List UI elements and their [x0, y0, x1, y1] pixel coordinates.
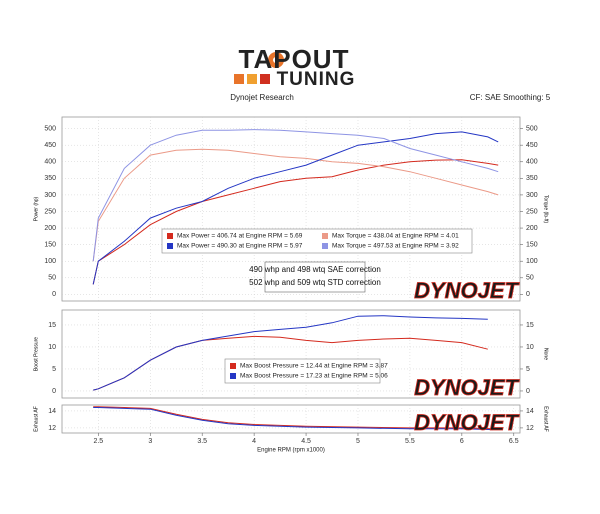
- y-tick-label: 0: [52, 291, 56, 298]
- y-axis-label: Boost Pressure: [33, 337, 39, 371]
- y2-tick-label: 450: [526, 142, 538, 149]
- annotation: 490 whp and 498 wtq SAE correction: [249, 265, 381, 274]
- legend-swatch: [230, 373, 236, 379]
- y-tick-label: 150: [44, 241, 56, 248]
- y-tick-label: 350: [44, 175, 56, 182]
- y2-axis-label: Torque (lb-ft): [543, 195, 549, 224]
- legend-swatch: [230, 363, 236, 369]
- series-line: [93, 406, 494, 430]
- y2-tick-label: 10: [526, 344, 534, 351]
- y2-tick-label: 150: [526, 241, 538, 248]
- watermark: DYNOJET: [414, 375, 519, 400]
- y2-tick-label: 0: [526, 291, 530, 298]
- annotation-box: [264, 261, 366, 293]
- y2-tick-label: 200: [526, 225, 538, 232]
- y2-tick-label: 50: [526, 275, 534, 282]
- y2-tick-label: 500: [526, 125, 538, 132]
- series-line: [92, 131, 499, 285]
- logo-bottom: TUNING: [277, 69, 356, 90]
- legend-swatch: [322, 243, 328, 249]
- x-axis-label: Engine RPM (rpm x1000): [257, 448, 325, 454]
- x-tick-label: 3.5: [197, 438, 207, 445]
- legend-label: Max Boost Pressure = 17.23 at Engine RPM…: [240, 373, 388, 380]
- x-tick-label: 2.5: [93, 438, 103, 445]
- legend-swatch: [167, 233, 173, 239]
- y2-axis-label: Exhaust AF: [543, 406, 549, 432]
- legend-swatch: [322, 233, 328, 239]
- series-line: [92, 159, 499, 285]
- y-tick-label: 300: [44, 192, 56, 199]
- watermark: DYNOJET: [414, 278, 519, 303]
- y2-tick-label: 14: [526, 408, 534, 415]
- legend-swatch: [167, 243, 173, 249]
- annotation: 502 whp and 509 wtq STD correction: [249, 278, 381, 287]
- header-left: Dynojet Research: [230, 93, 294, 102]
- series-line: [93, 315, 488, 391]
- y2-tick-label: 100: [526, 258, 538, 265]
- y2-tick-label: 350: [526, 175, 538, 182]
- y-tick-label: 14: [48, 408, 56, 415]
- x-tick-label: 3: [148, 438, 152, 445]
- y-tick-label: 15: [48, 322, 56, 329]
- legend-label: Max Power = 490.30 at Engine RPM = 5.97: [177, 243, 303, 250]
- y2-tick-label: 0: [526, 388, 530, 395]
- y2-tick-label: 250: [526, 208, 538, 215]
- legend-box: [224, 358, 381, 384]
- series-line: [92, 148, 499, 262]
- logo-square: [260, 74, 270, 84]
- x-tick-label: 4.5: [301, 438, 311, 445]
- watermark: DYNOJET: [414, 410, 519, 435]
- x-tick-label: 5.5: [405, 438, 415, 445]
- y-tick-label: 200: [44, 225, 56, 232]
- logo-square: [234, 74, 244, 84]
- series-line: [93, 407, 494, 431]
- y-tick-label: 500: [44, 125, 56, 132]
- y-tick-label: 0: [52, 388, 56, 395]
- y-axis-label: Power (hp): [33, 196, 39, 221]
- y-tick-label: 450: [44, 142, 56, 149]
- legend-label: Max Torque = 438.04 at Engine RPM = 4.01: [332, 233, 459, 240]
- y2-tick-label: 15: [526, 322, 534, 329]
- legend-box: [161, 228, 473, 254]
- y-tick-label: 50: [48, 275, 56, 282]
- series-line: [92, 129, 499, 262]
- y-tick-label: 100: [44, 258, 56, 265]
- x-tick-label: 6: [460, 438, 464, 445]
- x-tick-label: 4: [252, 438, 256, 445]
- x-tick-label: 6.5: [509, 438, 519, 445]
- y2-axis-label: None: [543, 348, 549, 360]
- y2-tick-label: 5: [526, 366, 530, 373]
- y-tick-label: 5: [52, 366, 56, 373]
- legend-label: Max Boost Pressure = 12.44 at Engine RPM…: [240, 363, 388, 370]
- y2-tick-label: 300: [526, 192, 538, 199]
- y-tick-label: 250: [44, 208, 56, 215]
- y-tick-label: 12: [48, 425, 56, 432]
- y2-tick-label: 400: [526, 159, 538, 166]
- y2-tick-label: 12: [526, 425, 534, 432]
- plot-area: [61, 309, 521, 399]
- y-tick-label: 400: [44, 159, 56, 166]
- legend-label: Max Power = 406.74 at Engine RPM = 5.69: [177, 233, 303, 240]
- logo-top: TAPOUT: [239, 44, 350, 74]
- y-tick-label: 10: [48, 344, 56, 351]
- y-axis-label: Exhaust AF: [33, 406, 39, 432]
- x-tick-label: 5: [356, 438, 360, 445]
- logo-square: [247, 74, 257, 84]
- header-right: CF: SAE Smoothing: 5: [470, 93, 551, 102]
- logo-icon-center: [273, 57, 279, 63]
- legend-label: Max Torque = 497.53 at Engine RPM = 3.92: [332, 243, 459, 250]
